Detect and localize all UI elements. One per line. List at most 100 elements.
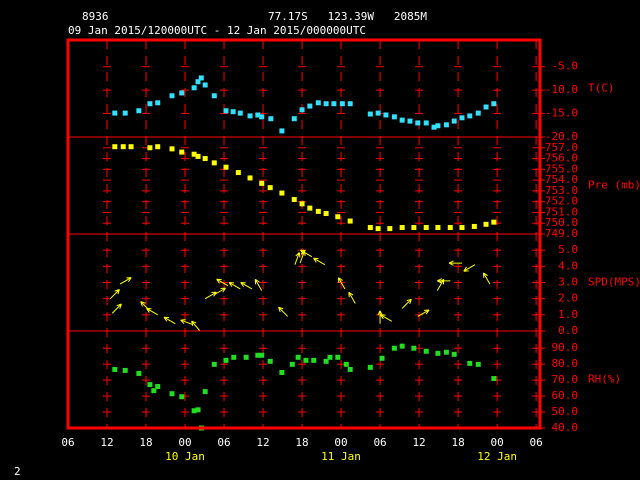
data-point bbox=[191, 85, 197, 91]
data-point bbox=[387, 226, 393, 232]
data-point bbox=[198, 75, 204, 81]
station-id: 8936 bbox=[82, 10, 109, 23]
data-point bbox=[307, 103, 313, 109]
data-point bbox=[347, 218, 353, 224]
wind-arrow bbox=[119, 277, 132, 285]
data-point bbox=[303, 357, 309, 363]
axis-label: RH(%) bbox=[588, 373, 621, 386]
data-point bbox=[443, 122, 449, 128]
x-tick-label: 18 bbox=[451, 436, 464, 449]
wind-arrow bbox=[240, 281, 253, 290]
data-point bbox=[147, 101, 153, 107]
data-point bbox=[191, 151, 197, 157]
data-point bbox=[136, 108, 142, 114]
wind-arrow bbox=[313, 257, 326, 266]
data-point bbox=[291, 116, 297, 122]
data-point bbox=[235, 170, 241, 176]
data-point bbox=[423, 348, 429, 354]
x-tick-label: 00 bbox=[334, 436, 347, 449]
data-point bbox=[289, 361, 295, 367]
page-number: 2 bbox=[14, 465, 21, 478]
x-tick-label: 06 bbox=[373, 436, 386, 449]
data-point bbox=[279, 128, 285, 134]
data-point bbox=[267, 185, 273, 191]
x-tick-label: 00 bbox=[178, 436, 191, 449]
wind-arrow bbox=[180, 319, 193, 326]
data-point bbox=[155, 100, 161, 106]
data-point bbox=[459, 225, 465, 231]
y-tick-label: 753.0 bbox=[545, 184, 578, 197]
data-point bbox=[475, 110, 481, 116]
wind-arrow bbox=[278, 306, 289, 317]
data-point bbox=[491, 219, 497, 225]
data-point bbox=[191, 408, 197, 414]
data-point bbox=[435, 350, 441, 356]
data-point bbox=[435, 123, 441, 129]
x-tick-label: 12 bbox=[256, 436, 269, 449]
y-tick-label: 50.0 bbox=[552, 405, 579, 418]
data-point bbox=[491, 376, 497, 382]
y-tick-label: 754.0 bbox=[545, 173, 578, 186]
data-point bbox=[179, 394, 185, 400]
data-point bbox=[391, 114, 397, 120]
data-point bbox=[255, 352, 261, 358]
y-tick-label: 1.0 bbox=[558, 308, 578, 321]
data-point bbox=[423, 120, 429, 126]
data-point bbox=[169, 391, 175, 397]
data-point bbox=[399, 225, 405, 231]
data-point bbox=[379, 355, 385, 361]
x-tick-label: 12 bbox=[100, 436, 113, 449]
data-point bbox=[407, 118, 413, 124]
y-tick-label: 752.0 bbox=[545, 195, 578, 208]
data-point bbox=[259, 114, 265, 120]
data-point bbox=[411, 345, 417, 351]
wind-arrow bbox=[463, 264, 476, 272]
wind-arrow bbox=[380, 314, 393, 322]
data-point bbox=[195, 79, 201, 85]
data-point bbox=[202, 156, 208, 162]
wind-arrow bbox=[216, 278, 229, 287]
data-point bbox=[367, 225, 373, 231]
data-point bbox=[491, 101, 497, 107]
y-tick-label: -10.0 bbox=[545, 83, 578, 96]
y-tick-label: 749.0 bbox=[545, 227, 578, 240]
data-point bbox=[311, 357, 317, 363]
data-point bbox=[331, 101, 337, 107]
y-tick-label: 757.0 bbox=[545, 141, 578, 154]
data-point bbox=[431, 124, 437, 130]
data-point bbox=[243, 354, 249, 360]
period: 09 Jan 2015/120000UTC - 12 Jan 2015/0000… bbox=[68, 24, 366, 37]
data-point bbox=[255, 112, 261, 118]
data-point bbox=[211, 93, 217, 99]
wind-arrow bbox=[146, 307, 158, 316]
data-point bbox=[169, 146, 175, 152]
date-label: 11 Jan bbox=[321, 450, 361, 463]
data-point bbox=[375, 110, 381, 116]
station-location: 77.17S 123.39W 2085M bbox=[268, 10, 427, 23]
x-tick-label: 12 bbox=[412, 436, 425, 449]
data-point bbox=[323, 101, 329, 107]
data-point bbox=[147, 145, 153, 151]
wind-arrow bbox=[191, 320, 201, 332]
wind-arrow bbox=[417, 309, 430, 317]
x-tick-label: 18 bbox=[295, 436, 308, 449]
data-point bbox=[155, 384, 161, 390]
data-point bbox=[451, 351, 457, 357]
data-point bbox=[315, 100, 321, 106]
y-tick-label: -20.0 bbox=[545, 130, 578, 143]
wind-arrow bbox=[163, 316, 176, 325]
axis-label: T(C) bbox=[588, 82, 615, 95]
data-point bbox=[443, 349, 449, 355]
data-point bbox=[467, 360, 473, 366]
data-point bbox=[327, 354, 333, 360]
x-tick-label: 06 bbox=[217, 436, 230, 449]
data-point bbox=[120, 144, 126, 150]
data-point bbox=[335, 354, 341, 360]
data-point bbox=[155, 144, 161, 150]
axis-label: SPD(MPS) bbox=[588, 276, 640, 289]
y-tick-label: 90.0 bbox=[552, 341, 579, 354]
data-point bbox=[475, 361, 481, 367]
data-point bbox=[259, 352, 265, 358]
data-point bbox=[179, 90, 185, 96]
data-point bbox=[231, 354, 237, 360]
